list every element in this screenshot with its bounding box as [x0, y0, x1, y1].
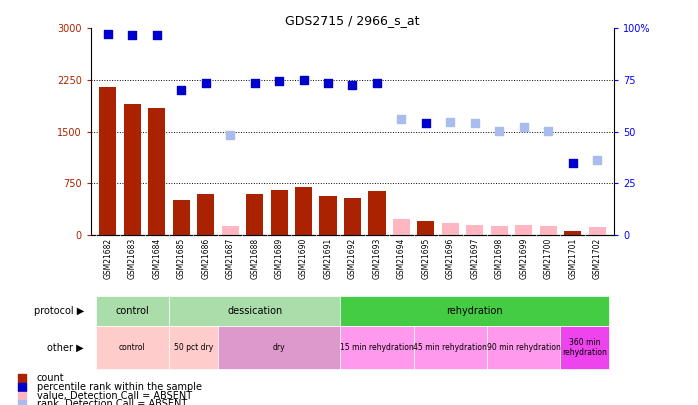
Bar: [414, 326, 487, 369]
Bar: [540, 226, 557, 235]
Bar: [124, 104, 141, 235]
Point: [445, 119, 456, 125]
Point: [469, 119, 480, 126]
Text: GSM21698: GSM21698: [495, 238, 504, 279]
Text: GSM21695: GSM21695: [422, 238, 431, 279]
Text: other ▶: other ▶: [47, 342, 84, 352]
Bar: [172, 200, 190, 235]
Bar: [340, 296, 609, 326]
Bar: [246, 194, 263, 235]
Bar: [197, 194, 214, 235]
Title: GDS2715 / 2966_s_at: GDS2715 / 2966_s_at: [285, 14, 419, 27]
Point: [567, 160, 578, 166]
Bar: [491, 226, 508, 235]
Bar: [560, 326, 609, 369]
Bar: [271, 190, 288, 235]
Point: [200, 80, 211, 87]
Bar: [344, 198, 361, 235]
Text: GSM21685: GSM21685: [177, 238, 186, 279]
Text: GSM21697: GSM21697: [470, 238, 480, 279]
Bar: [96, 296, 169, 326]
Text: value, Detection Call = ABSENT: value, Detection Call = ABSENT: [37, 391, 192, 401]
Point: [493, 128, 505, 134]
Text: GSM21693: GSM21693: [373, 238, 381, 279]
Bar: [417, 221, 434, 235]
Point: [17, 375, 28, 382]
Bar: [369, 191, 385, 235]
Text: GSM21682: GSM21682: [103, 238, 112, 279]
Text: GSM21683: GSM21683: [128, 238, 137, 279]
Point: [518, 124, 529, 131]
Point: [591, 157, 602, 163]
Bar: [515, 225, 533, 235]
Text: 360 min
rehydration: 360 min rehydration: [563, 338, 607, 357]
Text: GSM21688: GSM21688: [250, 238, 259, 279]
Bar: [466, 224, 483, 235]
Point: [371, 80, 383, 87]
Bar: [169, 326, 218, 369]
Text: GSM21702: GSM21702: [593, 238, 602, 279]
Point: [176, 87, 187, 94]
Text: control: control: [115, 306, 149, 316]
Bar: [99, 87, 117, 235]
Bar: [96, 326, 169, 369]
Text: GSM21700: GSM21700: [544, 238, 553, 279]
Bar: [148, 108, 165, 235]
Text: 90 min rehydration: 90 min rehydration: [487, 343, 560, 352]
Point: [127, 32, 138, 38]
Text: GSM21686: GSM21686: [201, 238, 210, 279]
Text: GSM21690: GSM21690: [299, 238, 308, 279]
Text: dessication: dessication: [227, 306, 282, 316]
Bar: [222, 226, 239, 235]
Text: GSM21692: GSM21692: [348, 238, 357, 279]
Point: [225, 132, 236, 139]
Point: [17, 393, 28, 399]
Point: [17, 401, 28, 405]
Bar: [564, 232, 581, 235]
Bar: [320, 196, 336, 235]
Bar: [340, 326, 414, 369]
Text: GSM21684: GSM21684: [152, 238, 161, 279]
Text: GSM21696: GSM21696: [446, 238, 455, 279]
Point: [542, 128, 554, 134]
Bar: [169, 296, 340, 326]
Text: GSM21699: GSM21699: [519, 238, 528, 279]
Point: [322, 80, 334, 87]
Text: GSM21691: GSM21691: [324, 238, 332, 279]
Text: GSM21689: GSM21689: [274, 238, 283, 279]
Text: GSM21687: GSM21687: [225, 238, 235, 279]
Text: GSM21701: GSM21701: [568, 238, 577, 279]
Text: rehydration: rehydration: [447, 306, 503, 316]
Bar: [295, 187, 312, 235]
Point: [249, 80, 260, 87]
Text: count: count: [37, 373, 65, 384]
Point: [347, 82, 358, 89]
Text: protocol ▶: protocol ▶: [34, 306, 84, 316]
Text: percentile rank within the sample: percentile rank within the sample: [37, 382, 202, 392]
Bar: [393, 219, 410, 235]
Bar: [588, 227, 606, 235]
Text: GSM21694: GSM21694: [397, 238, 406, 279]
Text: rank, Detection Call = ABSENT: rank, Detection Call = ABSENT: [37, 399, 187, 405]
Text: 45 min rehydration: 45 min rehydration: [413, 343, 487, 352]
Point: [396, 116, 407, 122]
Point: [298, 77, 309, 83]
Text: dry: dry: [273, 343, 285, 352]
Point: [103, 31, 114, 37]
Point: [17, 384, 28, 390]
Bar: [218, 326, 340, 369]
Text: control: control: [119, 343, 146, 352]
Point: [274, 78, 285, 85]
Bar: [442, 223, 459, 235]
Bar: [487, 326, 560, 369]
Point: [420, 120, 431, 127]
Point: [151, 32, 163, 38]
Text: 50 pct dry: 50 pct dry: [174, 343, 213, 352]
Text: 15 min rehydration: 15 min rehydration: [340, 343, 414, 352]
